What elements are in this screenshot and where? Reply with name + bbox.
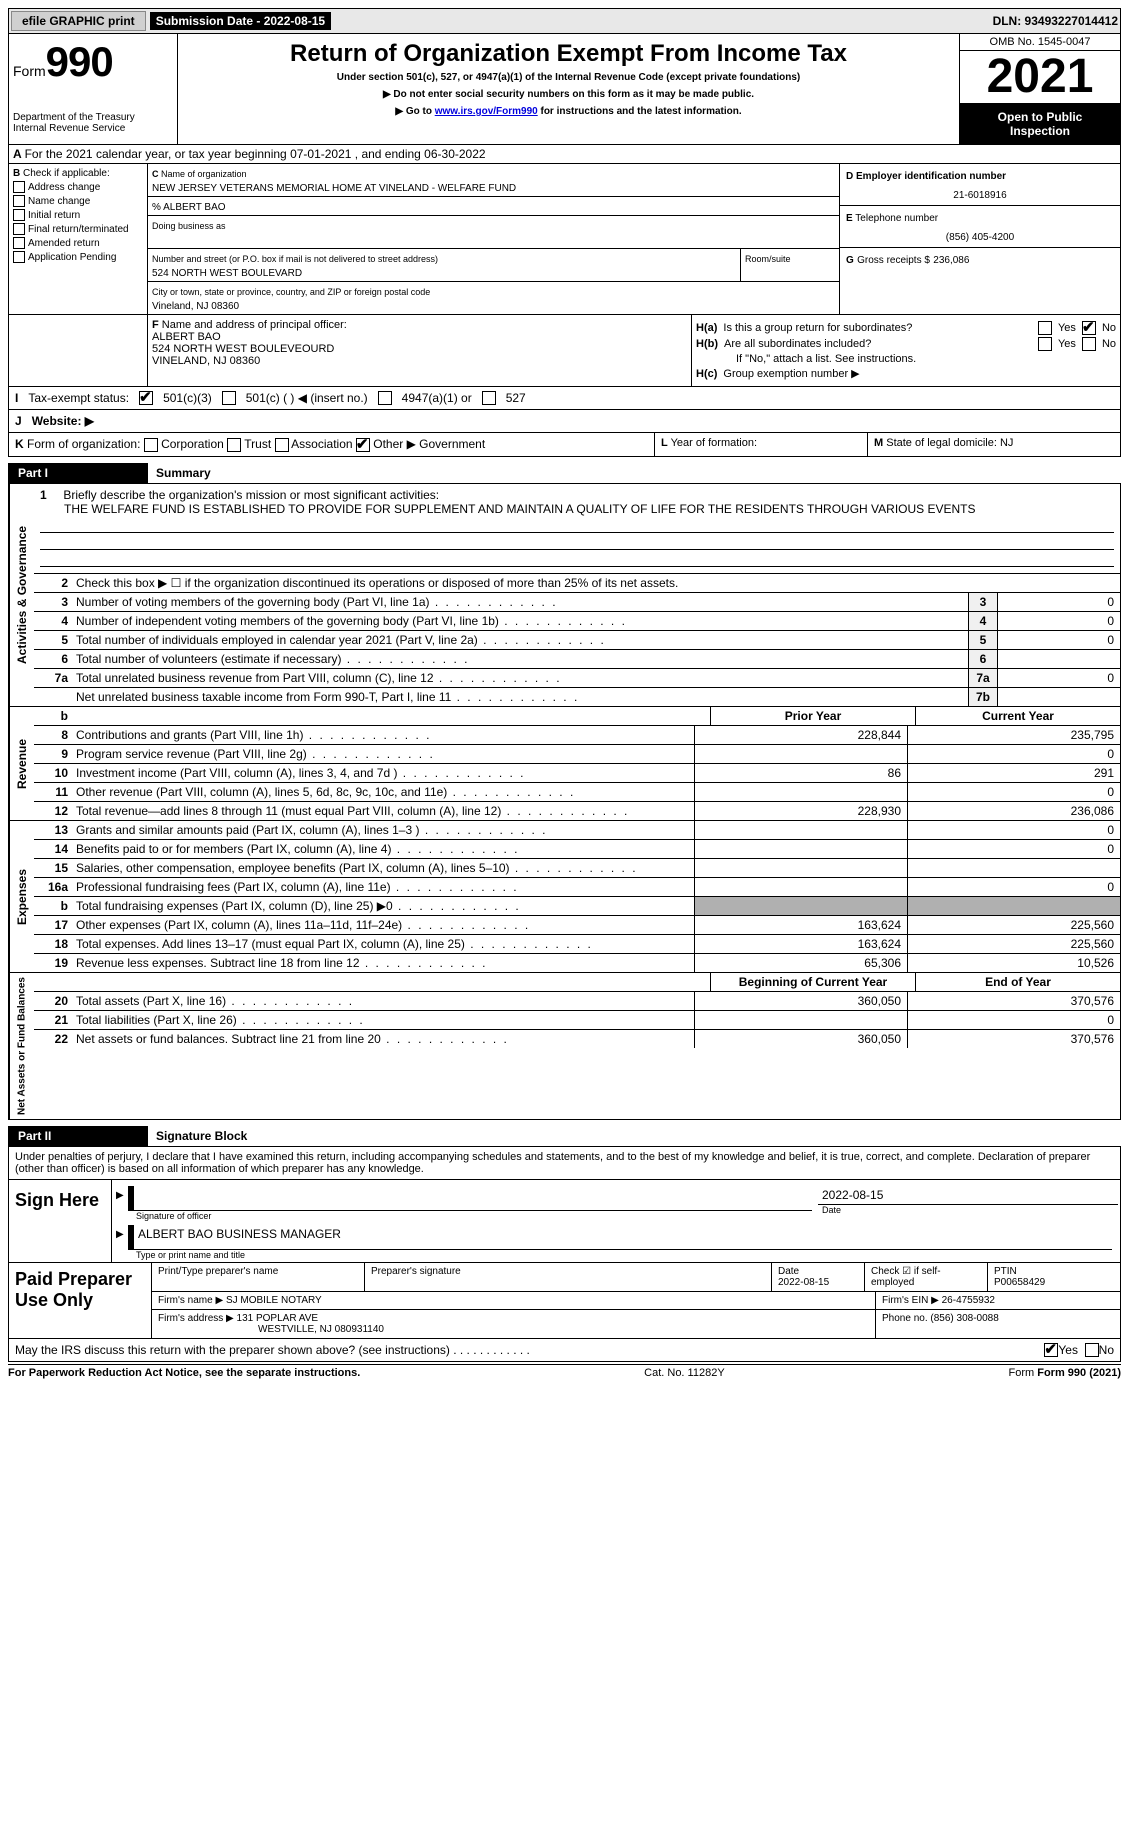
chk-trust[interactable]: [227, 438, 241, 452]
part1-header: Part ISummary: [8, 457, 1121, 483]
chk-final-return[interactable]: Final return/terminated: [13, 223, 143, 235]
phone: (856) 405-4200: [846, 232, 1114, 243]
hb-no[interactable]: [1082, 337, 1096, 351]
street: 524 NORTH WEST BOULEVARD: [152, 268, 302, 279]
firm-name: SJ MOBILE NOTARY: [226, 1295, 322, 1306]
sig-date: 2022-08-15: [818, 1186, 1118, 1205]
chk-application-pending[interactable]: Application Pending: [13, 251, 143, 263]
col-f: F Name and address of principal officer:…: [148, 315, 692, 386]
form-label: Form: [13, 63, 46, 79]
row-j: J Website: ▶: [8, 410, 1121, 433]
chk-corp[interactable]: [144, 438, 158, 452]
submission-date: Submission Date - 2022-08-15: [150, 12, 331, 30]
subtitle-3: ▶ Go to www.irs.gov/Form990 for instruct…: [184, 106, 953, 117]
tax-year: 2021: [960, 51, 1120, 104]
chk-527[interactable]: [482, 391, 496, 405]
discuss-no[interactable]: [1085, 1343, 1099, 1357]
page-footer: For Paperwork Reduction Act Notice, see …: [8, 1364, 1121, 1379]
chk-other[interactable]: [356, 438, 370, 452]
city: Vineland, NJ 08360: [152, 301, 239, 312]
chk-4947[interactable]: [378, 391, 392, 405]
part1-expenses: Expenses 13Grants and similar amounts pa…: [8, 821, 1121, 973]
irs-link[interactable]: www.irs.gov/Form990: [435, 106, 538, 117]
mission-text: THE WELFARE FUND IS ESTABLISHED TO PROVI…: [40, 502, 976, 516]
dln: DLN: 93493227014412: [993, 14, 1118, 28]
firm-ein: 26-4755932: [942, 1295, 995, 1306]
chk-initial-return[interactable]: Initial return: [13, 209, 143, 221]
side-revenue: Revenue: [9, 707, 34, 820]
side-activities: Activities & Governance: [9, 484, 34, 706]
ptin: P00658429: [994, 1277, 1045, 1288]
open-public: Open to PublicInspection: [960, 104, 1120, 144]
subtitle-1: Under section 501(c), 527, or 4947(a)(1)…: [184, 72, 953, 83]
part1-activities: Activities & Governance 1 Briefly descri…: [8, 483, 1121, 707]
subtitle-2: ▶ Do not enter social security numbers o…: [184, 89, 953, 100]
section-b-g: B Check if applicable: Address change Na…: [8, 164, 1121, 315]
chk-address-change[interactable]: Address change: [13, 181, 143, 193]
declaration: Under penalties of perjury, I declare th…: [8, 1146, 1121, 1180]
firm-phone: (856) 308-0088: [930, 1313, 998, 1324]
officer-city: VINELAND, NJ 08360: [152, 355, 260, 367]
form-header: Form990 Department of the Treasury Inter…: [8, 34, 1121, 145]
dba-label: Doing business as: [152, 221, 226, 231]
prep-date: 2022-08-15: [778, 1277, 829, 1288]
part2-header: Part IISignature Block: [8, 1120, 1121, 1146]
chk-amended[interactable]: Amended return: [13, 237, 143, 249]
part1-revenue: Revenue b Prior Year Current Year 8Contr…: [8, 707, 1121, 821]
col-c: C Name of organization NEW JERSEY VETERA…: [148, 164, 839, 314]
k-other-val: Government: [419, 437, 485, 451]
sign-here: Sign Here Signature of officer 2022-08-1…: [8, 1180, 1121, 1263]
dept-treasury: Department of the Treasury: [13, 112, 173, 123]
row-k-l-m: K Form of organization: Corporation Trus…: [8, 433, 1121, 457]
row-i: I Tax-exempt status: 501(c)(3) 501(c) ( …: [8, 387, 1121, 410]
ha-no[interactable]: [1082, 321, 1096, 335]
discuss-yes[interactable]: [1044, 1343, 1058, 1357]
row-a-period: A For the 2021 calendar year, or tax yea…: [8, 145, 1121, 164]
omb-number: OMB No. 1545-0047: [960, 34, 1120, 51]
chk-501c3[interactable]: [139, 391, 153, 405]
sig-officer-field[interactable]: [128, 1186, 812, 1211]
efile-print-button[interactable]: efile GRAPHIC print: [11, 11, 146, 31]
chk-assoc[interactable]: [275, 438, 289, 452]
firm-addr1: 131 POPLAR AVE: [237, 1313, 319, 1324]
gross-receipts: 236,086: [933, 255, 969, 266]
top-bar: efile GRAPHIC print Submission Date - 20…: [8, 8, 1121, 34]
care-of: % ALBERT BAO: [152, 202, 226, 213]
irs-label: Internal Revenue Service: [13, 123, 173, 134]
hb-yes[interactable]: [1038, 337, 1052, 351]
col-h: H(a) Is this a group return for subordin…: [692, 315, 1120, 386]
section-f-h: F Name and address of principal officer:…: [8, 315, 1121, 387]
ha-yes[interactable]: [1038, 321, 1052, 335]
side-netassets: Net Assets or Fund Balances: [9, 973, 34, 1119]
state-domicile: NJ: [1000, 437, 1013, 449]
form-title: Return of Organization Exempt From Incom…: [184, 40, 953, 68]
form-number: 990: [46, 38, 113, 85]
org-name: NEW JERSEY VETERANS MEMORIAL HOME AT VIN…: [152, 183, 516, 194]
col-d-g: D Employer identification number 21-6018…: [839, 164, 1120, 314]
side-expenses: Expenses: [9, 821, 34, 972]
col-b: B Check if applicable: Address change Na…: [9, 164, 148, 314]
firm-addr2: WESTVILLE, NJ 080931140: [158, 1324, 384, 1335]
part1-netassets: Net Assets or Fund Balances Beginning of…: [8, 973, 1121, 1120]
officer-street: 524 NORTH WEST BOULEVEOURD: [152, 343, 334, 355]
typed-name: ALBERT BAO BUSINESS MANAGER: [128, 1225, 1112, 1250]
officer-name: ALBERT BAO: [152, 331, 221, 343]
paid-preparer: Paid Preparer Use Only Print/Type prepar…: [8, 1263, 1121, 1339]
chk-name-change[interactable]: Name change: [13, 195, 143, 207]
ein: 21-6018916: [846, 190, 1114, 201]
chk-501c[interactable]: [222, 391, 236, 405]
discuss-row: May the IRS discuss this return with the…: [8, 1339, 1121, 1362]
